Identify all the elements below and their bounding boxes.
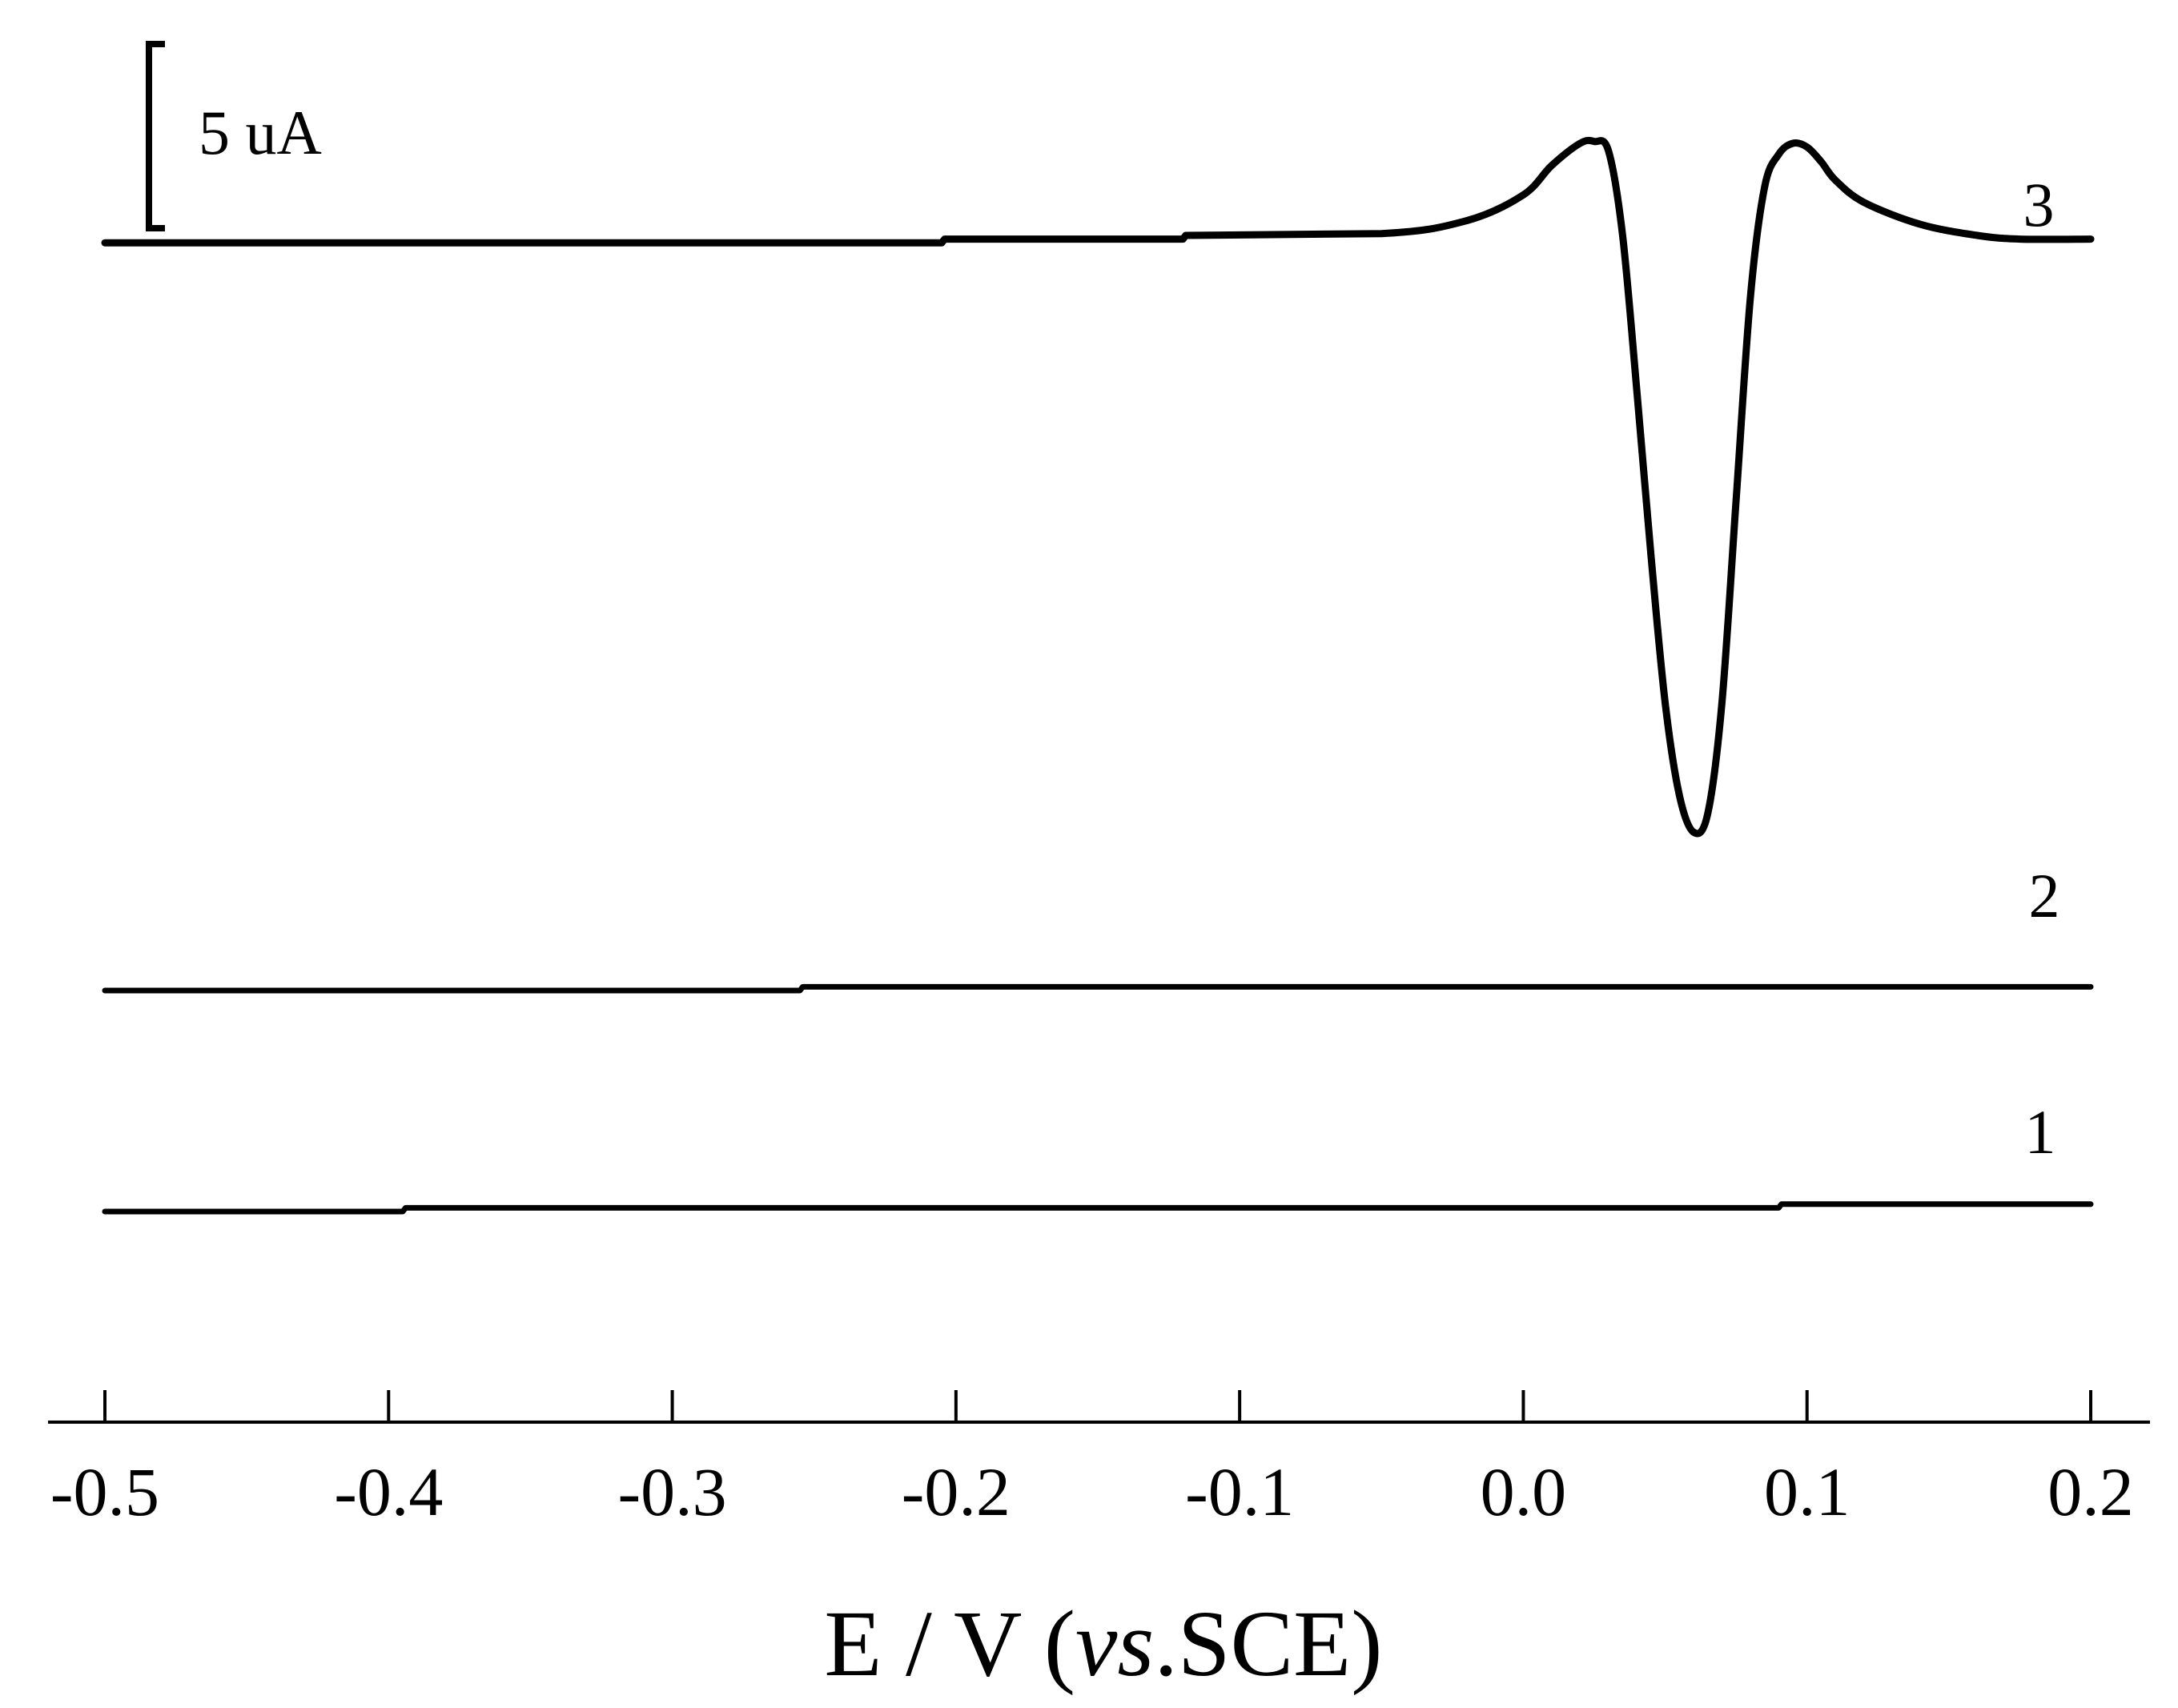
trace-2 bbox=[102, 983, 2094, 994]
x-ticks: -0.5 -0.4 -0.3 -0.2 -0.1 0.0 0.1 0.2 bbox=[50, 1390, 2134, 1530]
trace-1 bbox=[102, 1201, 2094, 1215]
scale-bar: 5 uA bbox=[146, 41, 322, 231]
x-tick-label: -0.2 bbox=[902, 1453, 1011, 1530]
x-axis-title-part-2: vs bbox=[1075, 1591, 1154, 1696]
scale-bar-bracket bbox=[146, 41, 165, 231]
curve-labels: 1 2 3 bbox=[2023, 170, 2060, 1167]
x-axis-title-part-3: .SCE) bbox=[1154, 1591, 1382, 1696]
x-tick-label: 0.1 bbox=[1764, 1453, 1850, 1530]
x-tick-label: 0.2 bbox=[2047, 1453, 2134, 1530]
scale-bar-label: 5 uA bbox=[199, 98, 322, 167]
x-tick-label: -0.4 bbox=[334, 1453, 443, 1530]
curve-label-1: 1 bbox=[2025, 1097, 2056, 1167]
traces bbox=[101, 136, 2095, 1215]
curve-label-2: 2 bbox=[2029, 861, 2060, 930]
x-axis-title: E / V (vs.SCE) bbox=[824, 1591, 1382, 1696]
x-tick-label: 0.0 bbox=[1481, 1453, 1567, 1530]
trace-3 bbox=[101, 136, 2095, 838]
x-axis-title-part-1: E / V ( bbox=[824, 1591, 1075, 1696]
x-tick-label: -0.5 bbox=[50, 1453, 159, 1530]
x-tick-label: -0.1 bbox=[1185, 1453, 1294, 1530]
x-axis: -0.5 -0.4 -0.3 -0.2 -0.1 0.0 0.1 0.2 E / V (vs.… bbox=[48, 1390, 2150, 1696]
curve-label-3: 3 bbox=[2023, 170, 2055, 239]
x-tick-label: -0.3 bbox=[618, 1453, 727, 1530]
